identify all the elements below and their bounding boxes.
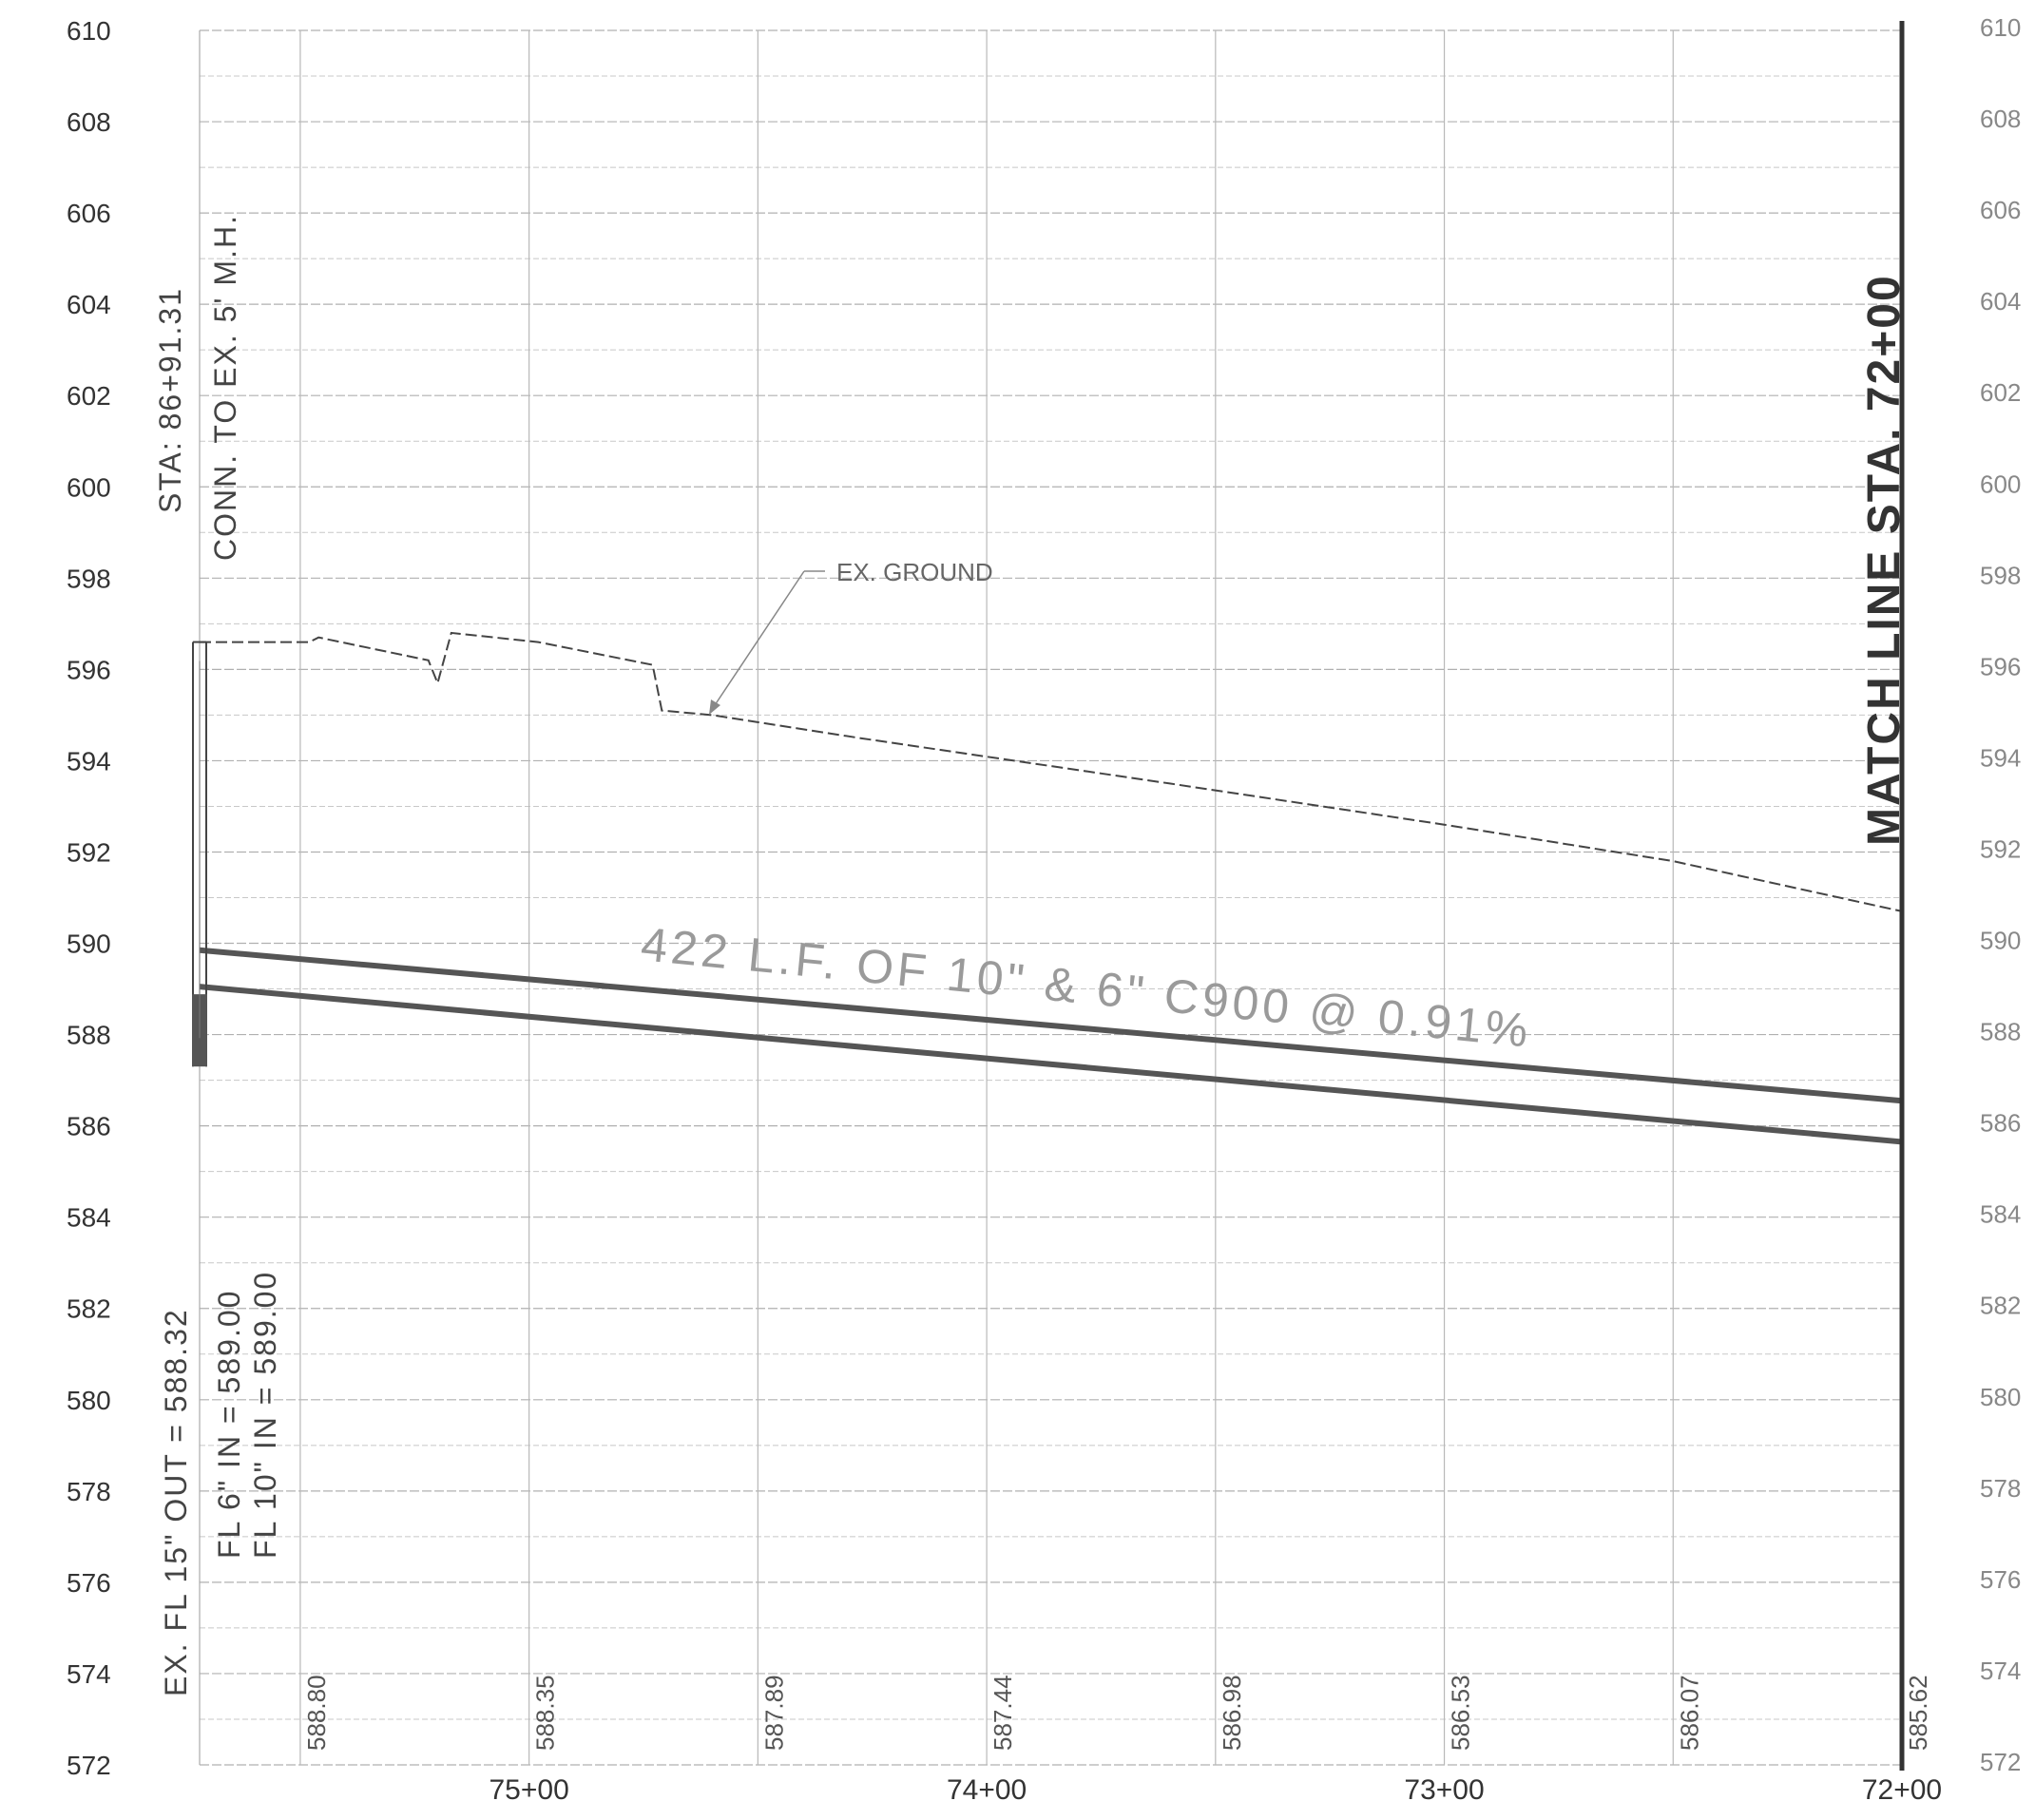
elevation-tick-label-right: 582: [1980, 1292, 2021, 1320]
elevation-tick-label-right: 592: [1980, 834, 2021, 863]
ex-ground-label: EX. GROUND: [836, 558, 993, 586]
elevation-tick-label-left: 610: [67, 16, 111, 46]
grade-elevation-label: 588.80: [302, 1675, 331, 1751]
elevation-tick-label-right: 580: [1980, 1383, 2021, 1411]
elevation-tick-label-right: 606: [1980, 196, 2021, 224]
elevation-tick-label-right: 598: [1980, 561, 2021, 589]
ex-ground-leader-arrowhead: [709, 699, 720, 715]
elevation-tick-label-left: 580: [67, 1386, 111, 1415]
elevation-tick-label-right: 604: [1980, 287, 2021, 316]
elevation-tick-label-left: 582: [67, 1294, 111, 1324]
elevation-tick-label-right: 578: [1980, 1474, 2021, 1503]
grade-elevation-label: 587.44: [989, 1675, 1017, 1751]
station-axis: 75+00 74+00 73+00 72+00: [490, 1774, 1943, 1806]
elevation-axis-right: 610 608 606 604 602 600 598 596 594 592 590 588 586 5…: [1980, 13, 2021, 1776]
conn-label: CONN. TO EX. 5' M.H.: [208, 214, 242, 561]
elevation-tick-label-right: 584: [1980, 1200, 2021, 1229]
ex-ground-leader: [710, 570, 805, 712]
elevation-axis-left: 610 608 606 604 602 600 598 596 594 592 590 588 586 5…: [67, 16, 111, 1780]
match-line-label: MATCH LINE STA. 72+00: [1859, 274, 1910, 846]
elevation-tick-label-right: 594: [1980, 743, 2021, 772]
elevation-tick-label-right: 576: [1980, 1565, 2021, 1594]
sta-label: STA: 86+91.31: [153, 287, 187, 513]
station-tick-label: 75+00: [490, 1774, 569, 1806]
elevation-tick-label-left: 576: [67, 1568, 111, 1598]
grade-elevation-label: 587.89: [759, 1675, 788, 1751]
station-tick-label: 73+00: [1404, 1774, 1484, 1806]
elevation-tick-label-left: 574: [67, 1659, 111, 1689]
elevation-tick-label-right: 600: [1980, 469, 2021, 498]
elevation-tick-label-left: 594: [67, 746, 111, 776]
elevation-tick-label-left: 586: [67, 1112, 111, 1141]
grade-elevation-labels: 588.80 588.35 587.89 587.44 586.98 586.53 586.…: [302, 1675, 1932, 1751]
elevation-tick-label-right: 574: [1980, 1657, 2021, 1685]
elevation-tick-label-right: 572: [1980, 1748, 2021, 1776]
grade-elevation-label: 586.07: [1675, 1675, 1703, 1751]
pipe-top-line: [199, 947, 1903, 1104]
elevation-tick-label-right: 588: [1980, 1018, 2021, 1046]
elevation-tick-label-left: 608: [67, 107, 111, 137]
grade-elevation-label: 586.53: [1447, 1675, 1475, 1751]
elevation-tick-label-left: 600: [67, 472, 111, 502]
horizontal-minor-gridlines: [200, 75, 1902, 1720]
ex-fl-out-label: EX. FL 15" OUT = 588.32: [159, 1308, 193, 1696]
elevation-tick-label-right: 602: [1980, 378, 2021, 407]
grade-elevation-label: 588.35: [531, 1675, 560, 1751]
station-tick-label: 72+00: [1862, 1774, 1942, 1806]
elevation-tick-label-right: 608: [1980, 105, 2021, 133]
existing-manhole: [192, 641, 207, 1067]
elevation-tick-label-left: 596: [67, 655, 111, 684]
fl10-in-label: FL 10" IN = 589.00: [248, 1271, 282, 1559]
station-tick-label: 74+00: [947, 1774, 1027, 1806]
grade-elevation-label: 585.62: [1904, 1675, 1932, 1751]
elevation-tick-label-left: 598: [67, 564, 111, 593]
proposed-pipe-group: [199, 947, 1903, 1145]
elevation-tick-label-right: 586: [1980, 1109, 2021, 1138]
elevation-tick-label-left: 572: [67, 1751, 111, 1780]
elevation-tick-label-left: 592: [67, 837, 111, 867]
fl6-in-label: FL 6" IN = 589.00: [212, 1290, 246, 1559]
elevation-tick-label-left: 602: [67, 381, 111, 411]
elevation-tick-label-left: 604: [67, 290, 111, 319]
elevation-tick-label-left: 590: [67, 929, 111, 959]
elevation-tick-label-right: 596: [1980, 652, 2021, 680]
elevation-tick-label-right: 610: [1980, 13, 2021, 42]
elevation-tick-label-right: 590: [1980, 927, 2021, 955]
elevation-tick-label-left: 578: [67, 1477, 111, 1506]
elevation-tick-label-left: 584: [67, 1203, 111, 1233]
elevation-tick-label-left: 606: [67, 199, 111, 228]
grade-elevation-label: 586.98: [1218, 1675, 1246, 1751]
pipe-bottom-line: [199, 984, 1903, 1145]
elevation-tick-label-left: 588: [67, 1021, 111, 1050]
